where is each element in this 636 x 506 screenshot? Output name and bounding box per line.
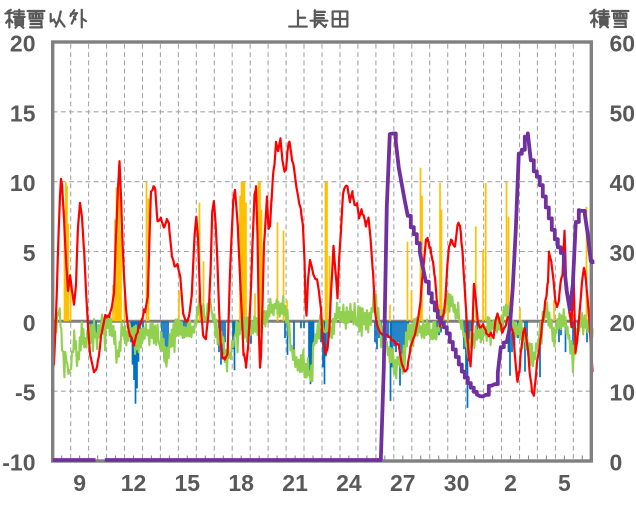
svg-text:10: 10 xyxy=(610,380,636,406)
svg-text:18: 18 xyxy=(228,470,254,496)
svg-text:27: 27 xyxy=(390,470,416,496)
svg-text:60: 60 xyxy=(610,31,636,57)
svg-text:30: 30 xyxy=(610,240,636,266)
svg-text:2: 2 xyxy=(504,470,517,496)
svg-text:30: 30 xyxy=(444,470,470,496)
svg-text:10: 10 xyxy=(10,170,36,196)
svg-text:9: 9 xyxy=(73,470,86,496)
svg-text:5: 5 xyxy=(558,470,571,496)
svg-text:5: 5 xyxy=(23,240,36,266)
svg-text:21: 21 xyxy=(282,470,308,496)
svg-text:15: 15 xyxy=(175,470,201,496)
svg-text:-5: -5 xyxy=(15,380,36,406)
svg-text:0: 0 xyxy=(610,450,623,476)
svg-text:0: 0 xyxy=(23,310,36,336)
svg-text:20: 20 xyxy=(10,31,36,57)
svg-text:40: 40 xyxy=(610,170,636,196)
svg-text:-10: -10 xyxy=(2,450,35,476)
svg-text:12: 12 xyxy=(121,470,147,496)
svg-text:24: 24 xyxy=(336,470,362,496)
svg-text:50: 50 xyxy=(610,100,636,126)
svg-text:20: 20 xyxy=(610,310,636,336)
svg-text:15: 15 xyxy=(10,100,36,126)
